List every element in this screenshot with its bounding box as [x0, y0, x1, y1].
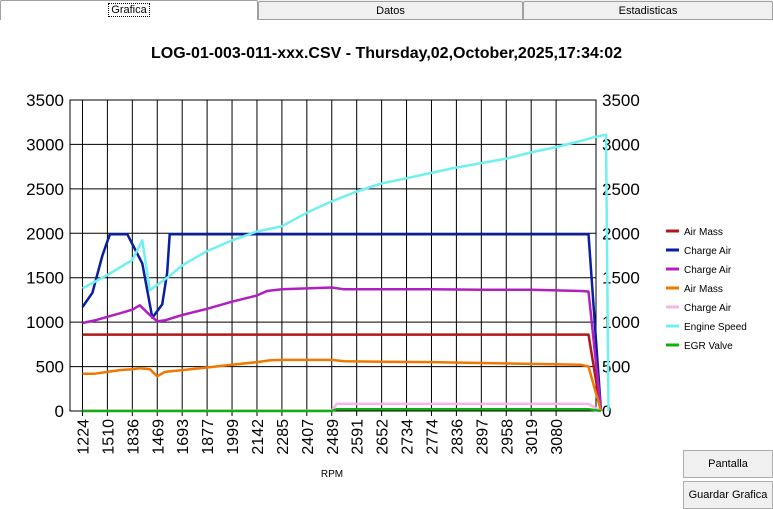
- legend-label-3: Air Mass: [684, 284, 723, 295]
- series-line-3: [82, 358, 603, 412]
- x-tick-label: 2489: [325, 419, 342, 455]
- series-line-6: [82, 407, 602, 413]
- y-tick-label-right: 2500: [602, 180, 640, 199]
- y-tick-label-right: 1000: [602, 313, 640, 332]
- x-tick-label: 1999: [225, 419, 242, 455]
- tab-datos-label: Datos: [376, 5, 405, 17]
- x-tick-label: 2734: [400, 419, 417, 455]
- chart-panel: [0, 20, 773, 509]
- x-tick-label: 2652: [375, 419, 392, 455]
- y-tick-label-left: 2500: [26, 180, 64, 199]
- x-tick-label: 1877: [200, 419, 217, 455]
- x-tick-label: 1510: [100, 419, 117, 455]
- y-tick-label-left: 2000: [26, 224, 64, 243]
- x-tick-label: 2774: [424, 419, 441, 455]
- save-chart-button[interactable]: Guardar Grafica: [683, 481, 773, 509]
- y-tick-label-left: 3500: [26, 91, 64, 110]
- fullscreen-button[interactable]: Pantalla Completa: [683, 450, 773, 496]
- legend-label-2: Charge Air: [684, 265, 732, 276]
- x-tick-label: 3019: [524, 419, 541, 455]
- legend-label-4: Charge Air: [684, 303, 732, 314]
- tab-datos[interactable]: Datos: [258, 1, 523, 19]
- y-tick-label-left: 0: [55, 402, 64, 421]
- y-tick-label-right: 3500: [602, 91, 640, 110]
- x-tick-label: 2407: [300, 419, 317, 455]
- legend-label-6: EGR Valve: [684, 341, 733, 352]
- series-line-1: [81, 232, 603, 412]
- y-tick-label-left: 500: [36, 358, 64, 377]
- tab-grafica-label: Grafica: [108, 3, 150, 17]
- legend-label-5: Engine Speed: [684, 322, 747, 333]
- y-tick-label-right: 3000: [602, 135, 640, 154]
- x-tick-label: 2897: [474, 419, 491, 455]
- y-tick-label-right: 500: [602, 358, 630, 377]
- y-tick-label-right: 1500: [602, 269, 640, 288]
- x-tick-label: 1224: [75, 419, 92, 455]
- x-tick-label: 1469: [150, 419, 167, 455]
- y-tick-label-right: 2000: [602, 224, 640, 243]
- x-tick-label: 2958: [499, 419, 516, 455]
- series-line-2: [82, 286, 603, 412]
- tab-bar: Grafica Datos Estadisticas: [0, 0, 773, 20]
- legend-label-0: Air Mass: [684, 227, 723, 238]
- chart-title: LOG-01-003-011-xxx.CSV - Thursday,02,Oct…: [150, 45, 623, 62]
- tab-estadisticas[interactable]: Estadisticas: [523, 1, 773, 19]
- legend-label-1: Charge Air: [684, 246, 732, 257]
- x-tick-label: 1836: [125, 419, 142, 455]
- x-tick-label: 3080: [549, 419, 566, 455]
- y-tick-label-left: 1000: [26, 313, 64, 332]
- x-tick-label: 1693: [175, 419, 192, 455]
- tab-grafica[interactable]: Grafica: [0, 0, 258, 20]
- y-tick-label-left: 1500: [26, 269, 64, 288]
- x-tick-label: 2285: [275, 419, 292, 455]
- x-tick-label: 2836: [449, 419, 466, 455]
- x-tick-label: 2142: [250, 419, 267, 455]
- x-axis-label: RPM: [321, 469, 343, 480]
- x-tick-label: 2591: [350, 419, 367, 455]
- series-line-5: [81, 133, 610, 412]
- tab-estadisticas-label: Estadisticas: [618, 5, 678, 17]
- y-tick-label-left: 3000: [26, 135, 64, 154]
- series-line-0: [82, 333, 603, 412]
- tab-divider: [0, 19, 773, 20]
- y-tick-label-right: 0: [602, 402, 611, 421]
